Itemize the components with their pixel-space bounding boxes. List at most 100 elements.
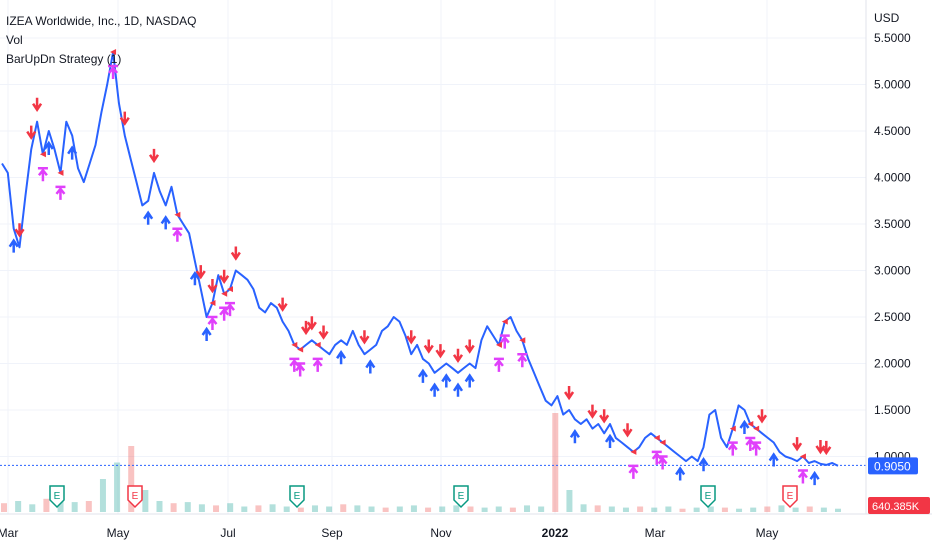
exit-flag bbox=[174, 211, 181, 218]
sell-arrow bbox=[277, 297, 288, 312]
exit-flag bbox=[291, 341, 298, 348]
sell-arrow bbox=[406, 330, 417, 345]
sell-arrow bbox=[599, 409, 610, 424]
sell-arrow bbox=[821, 440, 832, 456]
volume-bar bbox=[509, 507, 516, 512]
earnings-marker bbox=[782, 485, 798, 509]
y-tick-label: 1.5000 bbox=[874, 403, 911, 417]
axis-price-labels: 0.9050 640.385K bbox=[868, 457, 930, 514]
last-volume-value: 640.385K bbox=[872, 501, 920, 513]
volume-bar bbox=[156, 501, 163, 512]
buy-arrow bbox=[452, 382, 464, 397]
volume-bar bbox=[43, 498, 50, 512]
volume-bar bbox=[269, 504, 276, 512]
volume-bar bbox=[736, 508, 743, 512]
sell-arrow bbox=[300, 320, 312, 336]
exit-flag bbox=[659, 439, 666, 446]
volume-bar bbox=[128, 446, 135, 512]
exit-flag bbox=[630, 448, 637, 455]
y-tick-label: 2.5000 bbox=[874, 310, 911, 324]
volume-bar bbox=[15, 501, 22, 512]
sell-arrow bbox=[452, 348, 464, 364]
volume-bar bbox=[340, 504, 347, 512]
sell-arrow bbox=[435, 344, 446, 359]
volume-bar bbox=[297, 507, 304, 512]
sell-arrow bbox=[318, 325, 329, 340]
x-tick-label: May bbox=[756, 526, 779, 540]
exit-flag bbox=[57, 169, 64, 176]
volume-bar bbox=[721, 507, 728, 512]
volume-bar bbox=[665, 506, 672, 512]
volume-bar bbox=[396, 506, 403, 512]
volume-bar bbox=[693, 507, 700, 512]
x-tick-label: Jul bbox=[220, 526, 235, 540]
buy-arrow bbox=[201, 326, 212, 341]
close-arrow bbox=[207, 315, 218, 331]
buy-arrow bbox=[365, 359, 376, 374]
close-arrow bbox=[37, 167, 48, 182]
exit-flag bbox=[519, 337, 526, 344]
earnings-marker bbox=[289, 485, 305, 509]
volume-bar bbox=[439, 506, 446, 512]
currency-label: USD bbox=[874, 11, 900, 25]
time-axis[interactable]: Mar May Jul Sep Nov 2022 Mar May bbox=[0, 513, 932, 540]
earnings-marker bbox=[49, 485, 65, 509]
buy-arrow bbox=[67, 145, 78, 160]
chart-legend: IZEA Worldwide, Inc., 1D, NASDAQ Vol Bar… bbox=[6, 12, 197, 69]
volume-bar bbox=[679, 508, 686, 512]
symbol-title[interactable]: IZEA Worldwide, Inc., 1D, NASDAQ bbox=[6, 14, 197, 28]
volume-bar bbox=[707, 506, 714, 512]
exit-flag bbox=[501, 318, 508, 325]
volume-indicator-label[interactable]: Vol bbox=[6, 33, 23, 47]
exit-flag bbox=[221, 290, 228, 297]
sell-arrow bbox=[587, 404, 598, 419]
close-arrow bbox=[797, 469, 808, 484]
volume-bar bbox=[227, 503, 234, 512]
earnings-marker bbox=[453, 485, 469, 509]
y-tick-label: 2.0000 bbox=[874, 357, 911, 371]
close-arrow bbox=[172, 227, 183, 242]
volume-bar bbox=[1, 503, 7, 512]
buy-arrow bbox=[143, 210, 154, 225]
volume-bars bbox=[1, 413, 841, 512]
volume-bar bbox=[467, 506, 474, 512]
sell-arrow bbox=[14, 223, 25, 238]
earnings-label: E bbox=[294, 491, 301, 502]
close-arrow bbox=[312, 357, 323, 372]
volume-bar bbox=[820, 507, 827, 512]
x-tick-label: 2022 bbox=[542, 526, 569, 540]
volume-bar bbox=[453, 505, 460, 512]
close-arrow bbox=[108, 64, 119, 79]
volume-bar bbox=[622, 507, 629, 512]
price-axis[interactable]: USD 5.5000 5.0000 4.5000 4.0000 3.5000 3.0000… bbox=[865, 0, 932, 514]
volume-bar bbox=[835, 508, 841, 512]
earnings-label: E bbox=[787, 491, 794, 502]
x-tick-label: Sep bbox=[321, 526, 343, 540]
volume-bar bbox=[764, 506, 771, 512]
sell-arrow bbox=[119, 111, 130, 126]
close-arrow bbox=[295, 362, 306, 377]
exit-flag bbox=[297, 346, 304, 353]
sell-arrow bbox=[219, 269, 230, 285]
x-tick-label: Mar bbox=[645, 526, 666, 540]
exit-flag bbox=[110, 48, 117, 55]
volume-bar bbox=[170, 503, 177, 512]
exit-flag bbox=[653, 434, 660, 441]
volume-bar bbox=[198, 504, 205, 512]
buy-arrow bbox=[768, 452, 779, 467]
volume-bar bbox=[99, 479, 106, 512]
buy-arrow bbox=[429, 382, 440, 397]
volume-bar bbox=[566, 490, 573, 512]
volume-bar bbox=[538, 506, 545, 512]
sell-arrow bbox=[306, 316, 317, 331]
y-tick-label: 3.0000 bbox=[874, 264, 911, 278]
close-arrow bbox=[225, 301, 235, 317]
strategy-label[interactable]: BarUpDn Strategy (1) bbox=[6, 52, 122, 66]
buy-arrow bbox=[464, 373, 475, 388]
volume-bar bbox=[241, 506, 248, 512]
volume-bar bbox=[580, 504, 587, 512]
volume-bar bbox=[29, 504, 36, 512]
y-tick-label: 4.0000 bbox=[874, 171, 911, 185]
y-tick-label: 5.0000 bbox=[874, 78, 911, 92]
